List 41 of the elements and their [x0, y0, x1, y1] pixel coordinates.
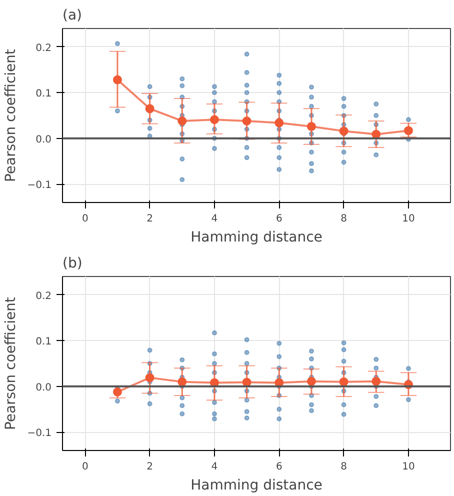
- x-tick-label: 6: [276, 214, 282, 224]
- point: [372, 376, 381, 386]
- y-axis-title: Pearson coefficient: [3, 296, 20, 430]
- y-tick-label: 0.0: [36, 382, 52, 394]
- x-tick-label: 10: [402, 462, 415, 472]
- point: [178, 377, 187, 386]
- point: [306, 122, 316, 131]
- point: [112, 387, 122, 396]
- point: [210, 115, 219, 124]
- x-tick-label: 2: [146, 214, 153, 224]
- x-tick-label: 4: [211, 214, 218, 224]
- x-tick-label: 4: [211, 462, 218, 472]
- chart-title: (b): [62, 256, 82, 272]
- x-axis-title: Hamming distance: [190, 230, 322, 246]
- point: [112, 75, 122, 84]
- y-tick-label: 0.2: [36, 42, 52, 54]
- y-tick-label: −0.1: [27, 180, 52, 192]
- chart-title: (a): [62, 8, 82, 24]
- x-tick-label: 10: [402, 214, 415, 224]
- x-tick-label: 6: [276, 462, 282, 472]
- x-tick-label: 8: [340, 462, 347, 472]
- x-tick-label: 8: [340, 214, 347, 224]
- y-axis-title: Pearson coefficient: [3, 48, 20, 182]
- point: [404, 126, 413, 136]
- x-axis-title: Hamming distance: [190, 478, 322, 494]
- point: [306, 376, 316, 386]
- x-tick-label: 2: [146, 462, 153, 472]
- x-tick-label: 0: [82, 214, 88, 224]
- y-tick-label: 0.1: [36, 88, 52, 100]
- point: [178, 116, 187, 126]
- x-tick-label: 0: [82, 462, 88, 472]
- point: [339, 377, 348, 386]
- y-tick-label: −0.1: [27, 428, 52, 440]
- y-tick-label: 0.1: [36, 336, 52, 348]
- point: [274, 118, 284, 128]
- point: [339, 126, 348, 136]
- y-tick-label: 0.2: [36, 290, 52, 302]
- point: [145, 373, 154, 382]
- point: [242, 116, 252, 126]
- y-tick-label: 0.0: [36, 134, 52, 146]
- point: [145, 104, 154, 114]
